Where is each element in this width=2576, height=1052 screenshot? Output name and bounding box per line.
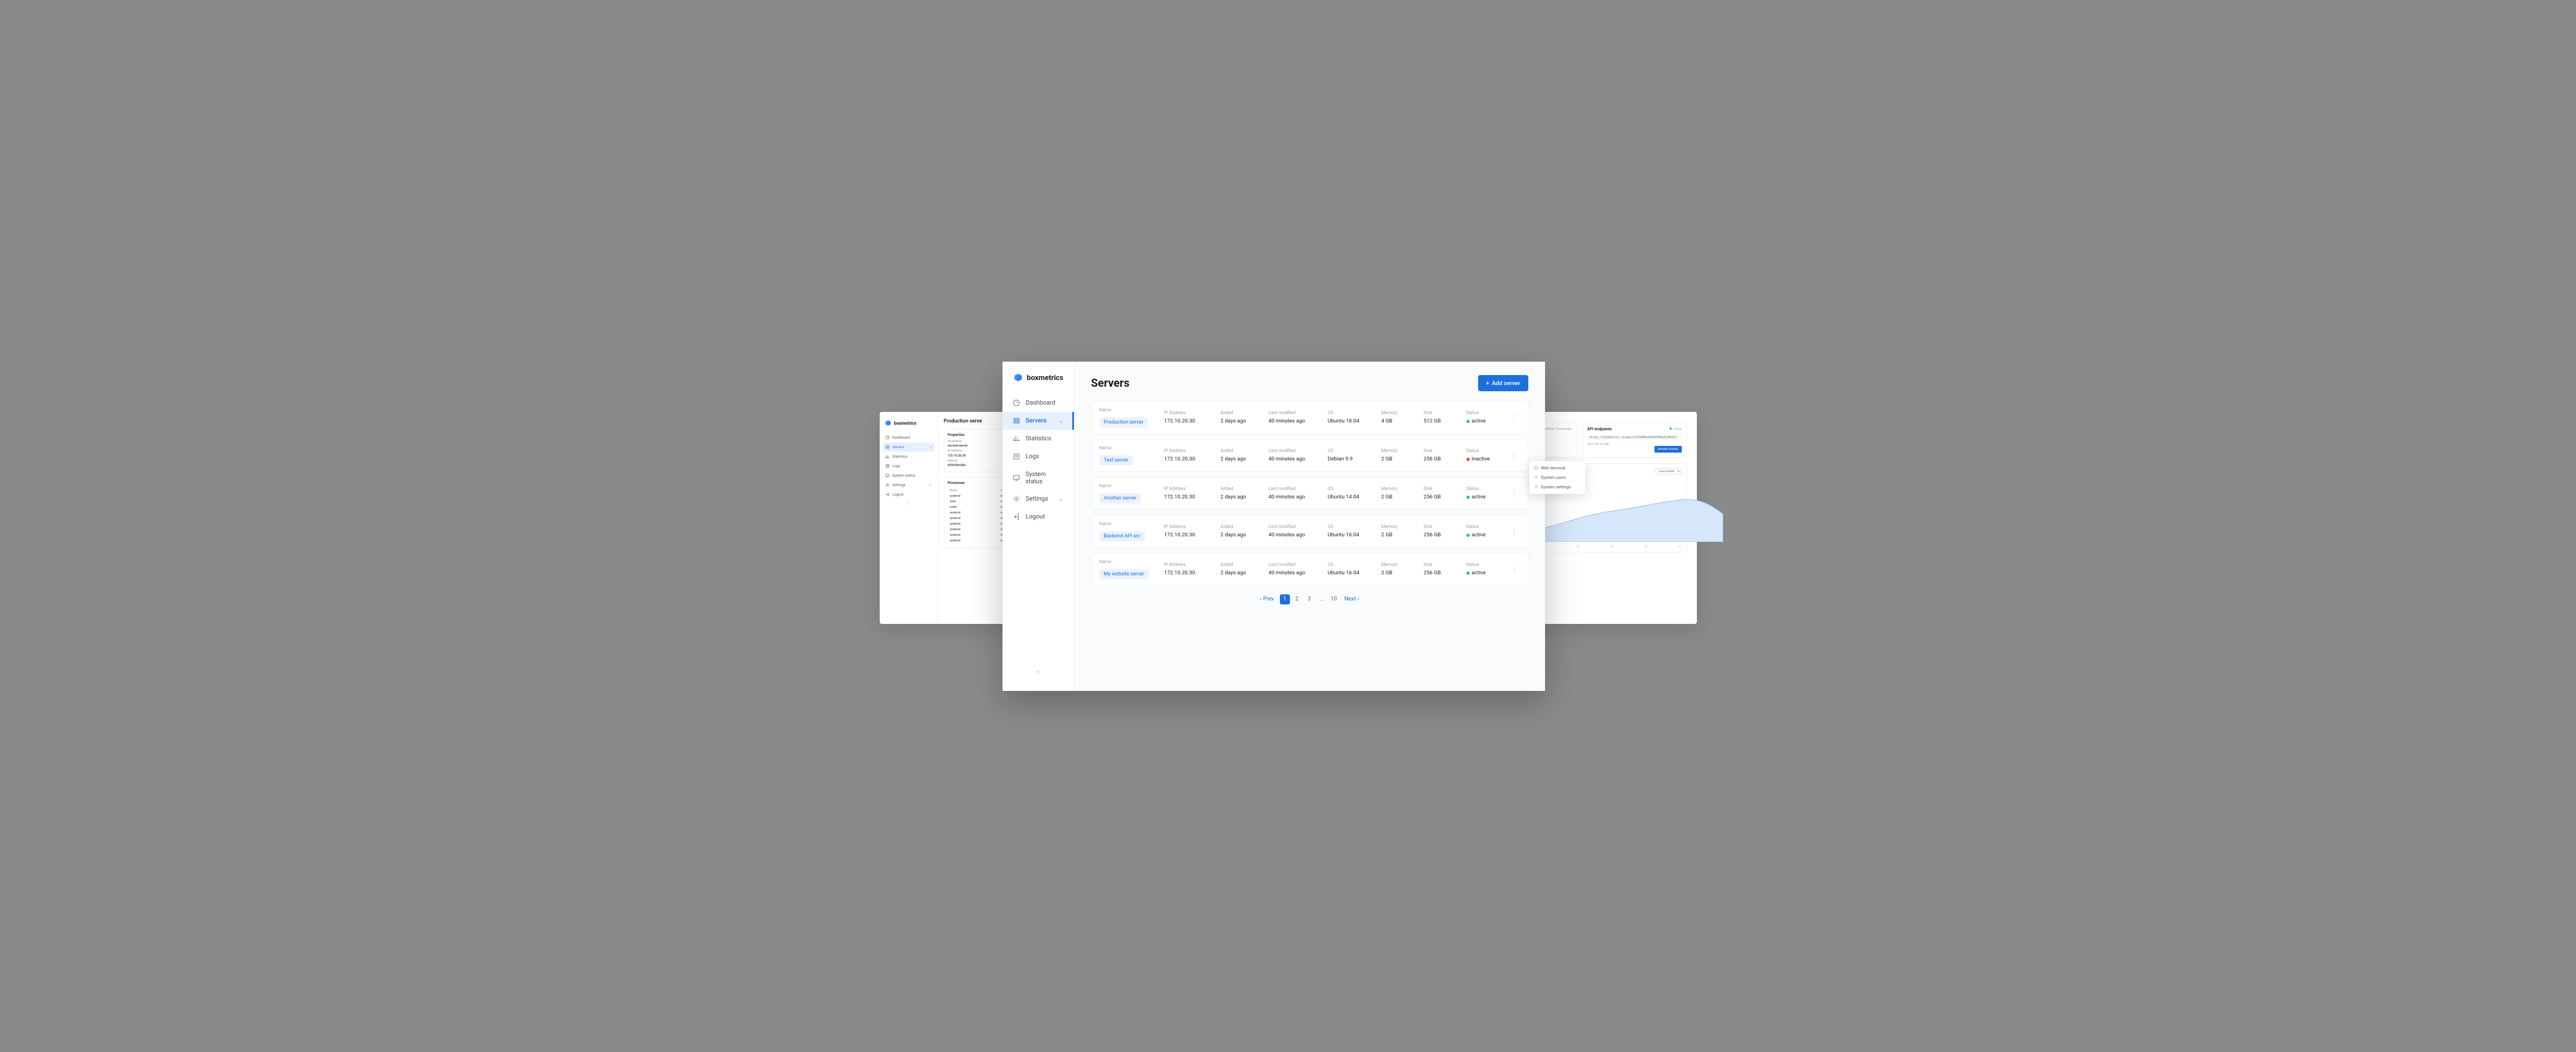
nav-logout[interactable]: Logout	[1002, 508, 1074, 526]
nav-logs[interactable]: Logs	[1002, 448, 1074, 465]
nav-system-status[interactable]: System status	[1002, 465, 1074, 490]
page-number[interactable]: 10	[1329, 594, 1339, 604]
server-name-link[interactable]: Another server	[1100, 493, 1141, 503]
servers-icon	[1013, 417, 1020, 425]
api-url[interactable]: https://boxmetrics.io/api/v2/5d044c9e69f…	[1587, 435, 1682, 440]
server-row: NameProduction server IP Address172.10.2…	[1091, 401, 1528, 434]
server-row: NameBackend API srv IP Address172.10.20.…	[1091, 515, 1528, 547]
logout-icon	[1013, 513, 1020, 521]
page-number[interactable]: 2	[1292, 594, 1302, 604]
mini-nav-logs[interactable]: Logs	[883, 462, 934, 470]
row-menu-popover: Web terminalSystem usersSystem settings	[1529, 461, 1585, 494]
row-menu-button[interactable]: ⋮	[1509, 489, 1520, 497]
nav-settings[interactable]: Settings⌄	[1002, 490, 1074, 508]
settings-icon	[1013, 495, 1020, 503]
revoke-button[interactable]: Revoke access	[1654, 446, 1681, 453]
row-menu-button[interactable]: ⋮	[1509, 414, 1520, 421]
nav-statistics[interactable]: Statistics	[1002, 430, 1074, 448]
mini-nav-servers[interactable]: Servers⌄	[883, 443, 934, 451]
server-row: NameMy website server IP Address172.10.2…	[1091, 553, 1528, 585]
page-number[interactable]: 1	[1280, 594, 1290, 604]
mini-nav-settings[interactable]: Settings⌄	[883, 481, 934, 489]
collapse-sidebar-button[interactable]: ‹	[1002, 664, 1074, 680]
mini-nav-dashboard[interactable]: Dashboard	[883, 433, 934, 442]
logs-icon	[1013, 453, 1020, 460]
api-card: API endpointsactive https://boxmetrics.i…	[1582, 422, 1687, 458]
server-name-link[interactable]: Backend API srv	[1100, 531, 1145, 541]
page-number[interactable]: ...	[1317, 594, 1327, 604]
logo-small: boxmetrics	[883, 417, 934, 433]
server-row: NameAnother server IP Address172.10.20.3…	[1091, 477, 1528, 510]
main-window: boxmetrics DashboardServers⌄StatisticsLo…	[1002, 362, 1545, 691]
pagination: ‹ Prev 123...10 Next ›	[1091, 594, 1528, 604]
page-number[interactable]: 3	[1304, 594, 1315, 604]
row-menu-button[interactable]: ⋮	[1509, 451, 1520, 459]
server-row: NameTest server IP Address172.10.20.30 A…	[1091, 439, 1528, 472]
add-server-button[interactable]: + Add server	[1478, 375, 1528, 391]
chevron-down-icon: ⌄	[1058, 495, 1063, 502]
page-title: Servers	[1091, 376, 1130, 390]
nav-dashboard[interactable]: Dashboard	[1002, 394, 1074, 412]
menu-item[interactable]: Web terminal	[1529, 463, 1585, 473]
dashboard-icon	[1013, 399, 1020, 407]
row-menu-button[interactable]: ⋮	[1509, 565, 1520, 573]
row-menu-button[interactable]: ⋮	[1509, 527, 1520, 535]
menu-item[interactable]: System users	[1529, 473, 1585, 482]
mini-nav-system-status[interactable]: System status	[883, 471, 934, 480]
chevron-down-icon: ⌄	[1058, 417, 1063, 424]
server-name-link[interactable]: My website server	[1100, 569, 1149, 579]
period-select[interactable]: Last month	[1656, 468, 1682, 475]
mini-nav-logout[interactable]: Logout	[883, 490, 934, 499]
logo: boxmetrics	[1002, 373, 1074, 394]
plus-icon: +	[1486, 380, 1489, 387]
server-name-link[interactable]: Production server	[1100, 417, 1148, 427]
menu-item[interactable]: System settings	[1529, 482, 1585, 492]
prev-link[interactable]: ‹ Prev	[1260, 596, 1274, 602]
nav-servers[interactable]: Servers⌄	[1002, 412, 1074, 430]
server-name-link[interactable]: Test server	[1100, 455, 1133, 465]
system-status-icon	[1013, 474, 1020, 482]
statistics-icon	[1013, 435, 1020, 443]
next-link[interactable]: Next ›	[1345, 596, 1360, 602]
collapse-icon[interactable]: ‹	[883, 501, 934, 506]
mini-nav-statistics[interactable]: Statistics	[883, 452, 934, 461]
